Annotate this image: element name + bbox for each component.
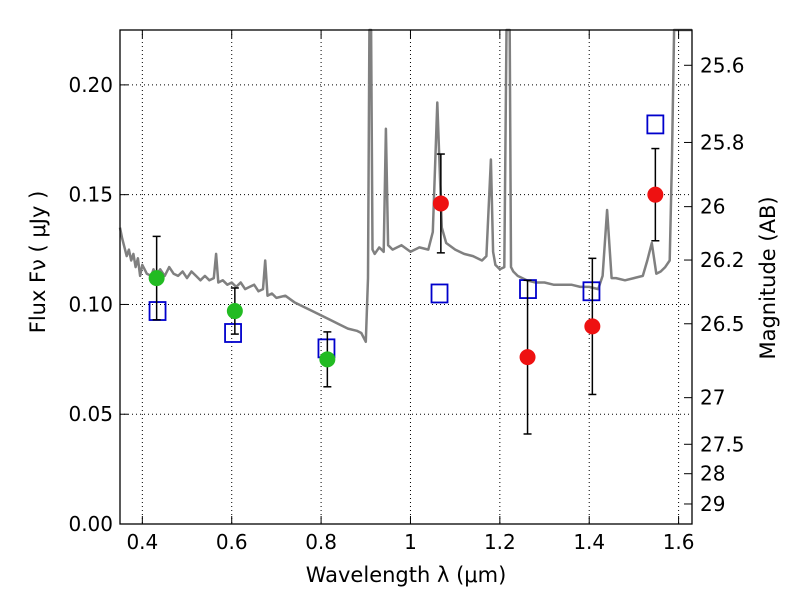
y-tick-label: 0.10: [68, 292, 113, 316]
circle-marker: [647, 186, 664, 203]
markers: [148, 114, 665, 435]
right-tick-label: 25.8: [700, 130, 745, 154]
y-axis-label: Flux Fν ( μJy ): [26, 191, 50, 334]
y-tick-label: 0.00: [68, 512, 113, 536]
right-axis-label: Magnitude (AB): [756, 196, 780, 359]
square-marker: [582, 281, 601, 302]
right-tick-label: 27: [700, 386, 725, 410]
right-tick-label: 29: [700, 492, 725, 516]
circle-marker: [319, 351, 336, 368]
x-tick-label: 1.6: [663, 530, 695, 554]
circle-marker: [519, 349, 536, 366]
plot-frame: [119, 29, 693, 525]
circle-marker: [584, 318, 601, 335]
right-tick-label: 26: [700, 195, 725, 219]
square-marker: [646, 114, 665, 135]
y-tick-label: 0.20: [68, 73, 113, 97]
x-tick-label: 0.8: [305, 530, 337, 554]
square-marker: [224, 323, 242, 343]
right-tick-label: 26.5: [700, 312, 745, 336]
y-tick-label: 0.15: [68, 183, 113, 207]
x-tick-label: 1.4: [573, 530, 605, 554]
square-marker: [430, 283, 449, 304]
x-tick-label: 0.4: [126, 530, 158, 554]
ticks: 0.4 0.6 0.8 1 1.2 1.4 1.6 0.00 0.05 0.10 0.15 0.20 2…: [68, 30, 745, 554]
y-tick-label: 0.05: [68, 402, 113, 426]
circle-marker: [148, 270, 165, 287]
right-tick-label: 27.5: [700, 432, 745, 456]
plot-background: [120, 30, 692, 524]
circle-marker: [432, 195, 449, 212]
x-tick-label: 0.6: [216, 530, 248, 554]
circle-marker: [226, 303, 243, 320]
x-tick-label: 1: [404, 530, 417, 554]
x-tick-label: 1.2: [484, 530, 516, 554]
right-tick-label: 26.2: [700, 248, 745, 272]
x-axis-label: Wavelength λ (μm): [306, 563, 507, 587]
right-tick-label: 25.6: [700, 53, 745, 77]
right-tick-label: 28: [700, 462, 725, 486]
